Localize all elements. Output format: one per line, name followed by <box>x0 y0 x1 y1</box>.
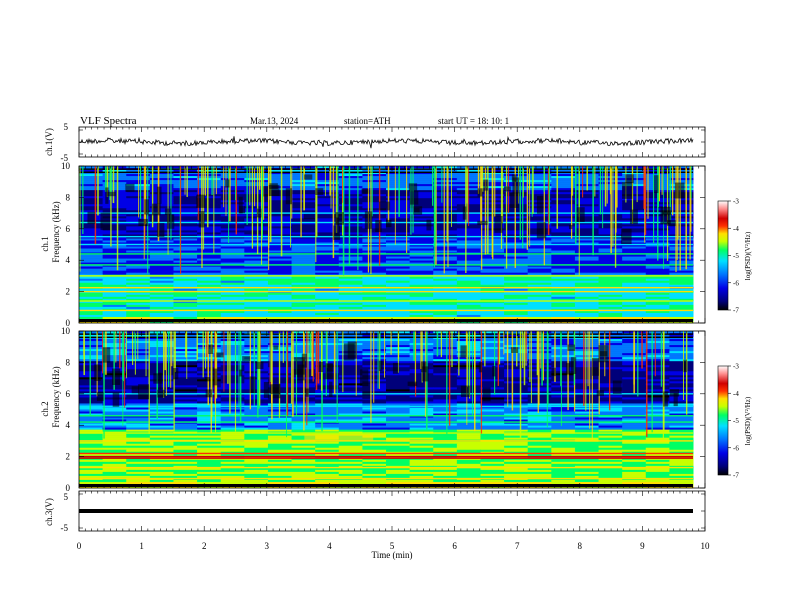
figure-title: VLF Spectra <box>80 115 137 127</box>
time-axis-label: Time (min) <box>372 550 413 560</box>
frequency-tick-label: 4 <box>66 420 71 430</box>
time-tick-label: 6 <box>452 541 457 551</box>
station-label: station=ATH <box>344 116 391 126</box>
ch1-spectrogram-ylabel-frequency: Frequency (kHz) <box>51 201 61 262</box>
time-tick-label: 10 <box>701 541 711 551</box>
colorbar-tick-label: -7 <box>733 307 739 315</box>
ch1-waveform-ylabel: ch.1(V) <box>44 128 54 156</box>
frequency-tick-label: 0 <box>66 318 71 328</box>
ch3-waveform-ylabel: ch.3(V) <box>44 498 54 526</box>
ch2-spectrogram-ylabel-frequency: Frequency (kHz) <box>51 366 61 427</box>
ch2-spectrogram-ylabel-channel: ch.2 <box>40 401 50 416</box>
ch3-ytick-top: 5 <box>64 492 69 502</box>
colorbar-tick-label: -3 <box>733 363 739 371</box>
time-tick-label: 9 <box>640 541 645 551</box>
ch2-colorbar-label: log(PSD)(V²/Hz) <box>744 396 752 445</box>
ch2-spectrogram-panel: 0 2 4 6 8 10 ch.2 Frequency (kHz) <box>40 326 706 493</box>
ch2-spectrogram-image <box>79 331 694 489</box>
time-tick-label: 3 <box>265 541 270 551</box>
time-tick-label: 8 <box>578 541 583 551</box>
ch1-waveform-line <box>78 135 694 149</box>
frequency-tick-label: 2 <box>66 287 71 297</box>
time-tick-label: 7 <box>515 541 520 551</box>
ch2-colorbar: -3 -4 -5 -6 -7 log(PSD)(V²/Hz) <box>717 363 752 480</box>
frequency-tick-label: 10 <box>61 161 71 171</box>
ch1-ytick-top: 5 <box>64 122 69 132</box>
time-tick-label: 0 <box>77 541 82 551</box>
ch1-colorbar-label: log(PSD)(V²/Hz) <box>744 231 752 280</box>
frequency-tick-label: 4 <box>66 255 71 265</box>
ch1-waveform-panel: 5 -5 ch.1(V) <box>44 122 706 163</box>
colorbar-tick-label: -7 <box>733 472 739 480</box>
frequency-tick-label: 10 <box>61 326 71 336</box>
time-tick-label: 4 <box>327 541 332 551</box>
frequency-tick-label: 8 <box>66 192 71 202</box>
ch1-spectrogram-ylabel-channel: ch.1 <box>40 236 50 251</box>
colorbar-tick-label: -3 <box>733 198 739 206</box>
time-axis-tick-labels: 0 1 2 3 4 5 6 7 8 9 10 <box>77 541 710 551</box>
time-tick-label: 1 <box>139 541 144 551</box>
frequency-tick-label: 8 <box>66 357 71 367</box>
frequency-tick-label: 0 <box>66 483 71 493</box>
colorbar-tick-label: -5 <box>733 417 739 425</box>
frequency-tick-label: 6 <box>66 389 71 399</box>
ch3-waveform-panel: 5 -5 ch.3(V) <box>44 490 706 533</box>
colorbar-tick-label: -5 <box>733 252 739 260</box>
frequency-tick-label: 2 <box>66 452 71 462</box>
ch1-spectrogram-image <box>79 166 694 324</box>
ch1-spectrogram-panel: 0 2 4 6 8 10 ch.1 Frequency (kHz) <box>40 161 706 328</box>
colorbar-tick-label: -4 <box>733 225 739 233</box>
colorbar-tick-label: -4 <box>733 390 739 398</box>
colorbar-tick-label: -6 <box>733 444 739 452</box>
ch1-colorbar: -3 -4 -5 -6 -7 log(PSD)(V²/Hz) <box>717 198 752 315</box>
ch3-ytick-bottom: -5 <box>61 523 69 533</box>
start-time-label: start UT = 18: 10: 1 <box>438 116 509 126</box>
ch1-ytick-bottom: -5 <box>61 153 69 163</box>
colorbar-tick-label: -6 <box>733 279 739 287</box>
time-tick-label: 2 <box>202 541 207 551</box>
frequency-tick-label: 6 <box>66 224 71 234</box>
date-label: Mar.13, 2024 <box>250 116 299 126</box>
time-tick-label: 5 <box>390 541 395 551</box>
